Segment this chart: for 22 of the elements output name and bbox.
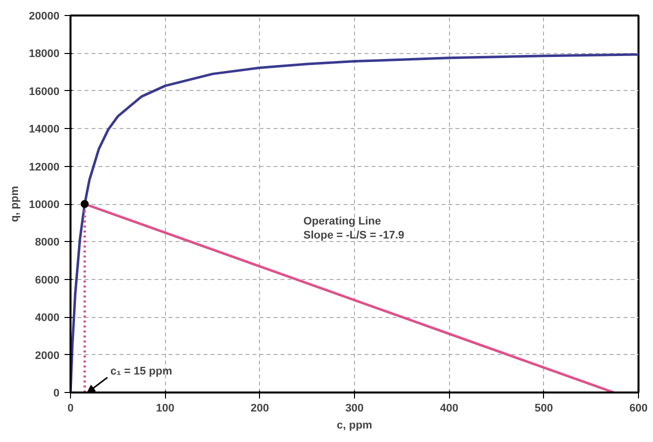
- y-tick-label: 16000: [28, 86, 60, 98]
- annotation: Operating Line Slope = -L/S = -17.9: [303, 215, 404, 242]
- x-axis-title: c, ppm: [336, 420, 372, 432]
- x-tick-label: 100: [156, 402, 174, 414]
- x-tick-label: 0: [67, 402, 74, 414]
- x-tick-label: 300: [345, 402, 364, 414]
- y-tick-label: 8000: [35, 236, 60, 249]
- y-tick-label: 2000: [35, 350, 60, 362]
- x-tick-label: 400: [440, 402, 458, 414]
- y-tick-label: 10000: [28, 199, 60, 211]
- y-axis-title: q, ppm: [8, 186, 21, 222]
- y-tick-label: 0: [53, 388, 60, 400]
- x-tick-label: 200: [250, 402, 270, 414]
- y-tick-label: 14000: [28, 124, 60, 136]
- y-tick-label: 18000: [28, 48, 60, 60]
- y-tick-label: 6000: [35, 274, 60, 286]
- y-tick-label: 20000: [28, 10, 60, 22]
- y-tick-label: 12000: [28, 161, 60, 174]
- y-tick-label: 4000: [35, 312, 60, 324]
- x-tick-label: 500: [534, 402, 554, 414]
- annotation: c₁ = 15 ppm: [110, 365, 172, 378]
- x-tick-label: 600: [629, 402, 648, 414]
